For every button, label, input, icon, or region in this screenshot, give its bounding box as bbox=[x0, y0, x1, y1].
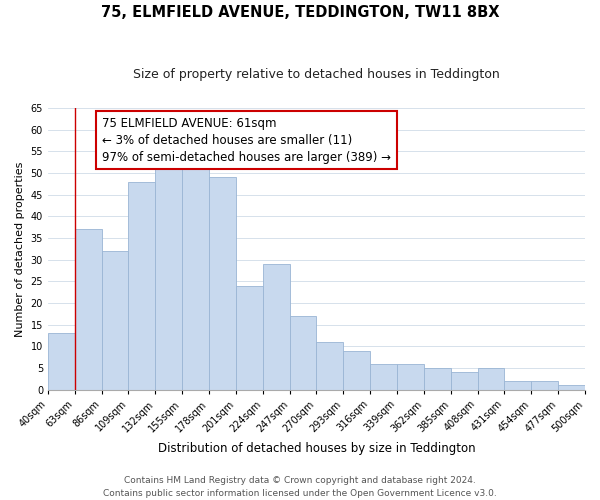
Bar bbox=[101, 251, 128, 390]
Bar bbox=[316, 342, 343, 390]
X-axis label: Distribution of detached houses by size in Teddington: Distribution of detached houses by size … bbox=[158, 442, 475, 455]
Y-axis label: Number of detached properties: Number of detached properties bbox=[15, 161, 25, 336]
Text: 75, ELMFIELD AVENUE, TEDDINGTON, TW11 8BX: 75, ELMFIELD AVENUE, TEDDINGTON, TW11 8B… bbox=[101, 5, 499, 20]
Bar bbox=[424, 368, 451, 390]
Bar bbox=[209, 178, 236, 390]
Bar bbox=[290, 316, 316, 390]
Bar bbox=[263, 264, 290, 390]
Bar bbox=[505, 381, 531, 390]
Bar bbox=[128, 182, 155, 390]
Bar bbox=[155, 156, 182, 390]
Text: 75 ELMFIELD AVENUE: 61sqm
← 3% of detached houses are smaller (11)
97% of semi-d: 75 ELMFIELD AVENUE: 61sqm ← 3% of detach… bbox=[101, 116, 391, 164]
Bar bbox=[182, 168, 209, 390]
Bar bbox=[370, 364, 397, 390]
Bar bbox=[531, 381, 558, 390]
Title: Size of property relative to detached houses in Teddington: Size of property relative to detached ho… bbox=[133, 68, 500, 80]
Bar bbox=[343, 350, 370, 390]
Bar bbox=[478, 368, 505, 390]
Bar bbox=[558, 386, 585, 390]
Text: Contains HM Land Registry data © Crown copyright and database right 2024.
Contai: Contains HM Land Registry data © Crown c… bbox=[103, 476, 497, 498]
Bar bbox=[75, 230, 101, 390]
Bar bbox=[48, 334, 75, 390]
Bar bbox=[451, 372, 478, 390]
Bar bbox=[236, 286, 263, 390]
Bar bbox=[397, 364, 424, 390]
